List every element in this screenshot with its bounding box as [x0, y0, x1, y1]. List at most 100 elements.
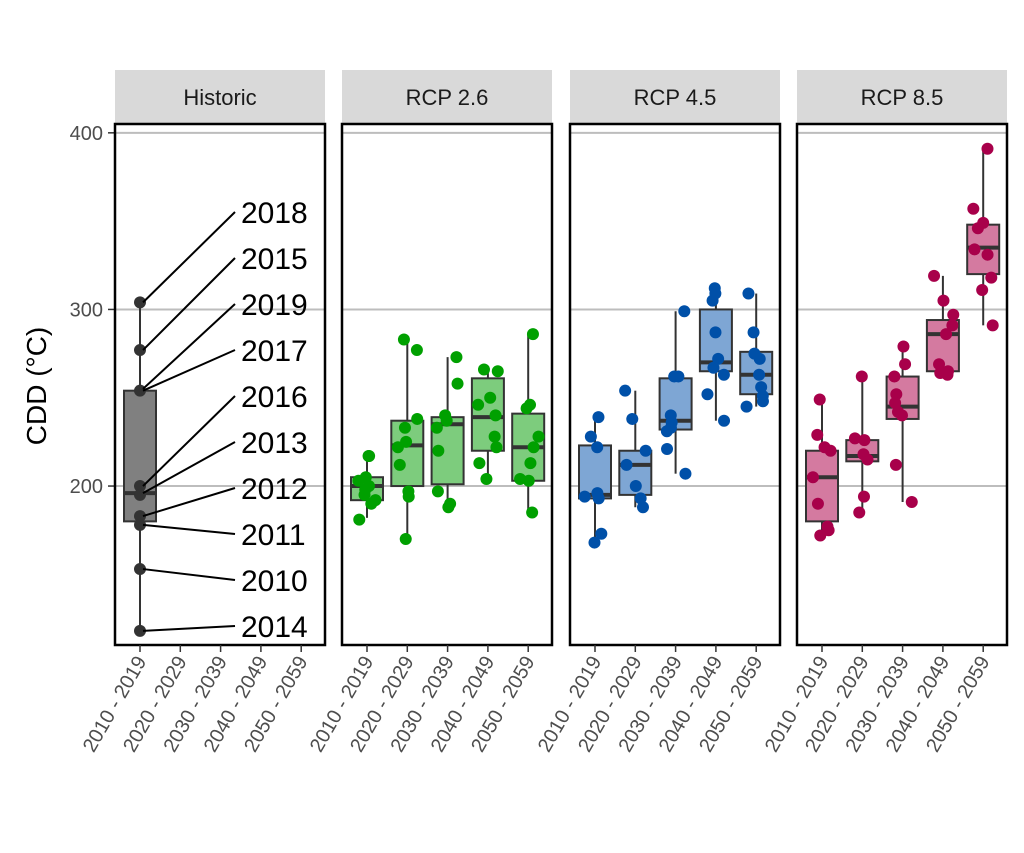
box-2010-2019: [123, 296, 157, 637]
data-point: [490, 441, 503, 454]
data-point: [976, 284, 989, 297]
data-point: [981, 142, 994, 155]
data-point: [353, 513, 366, 526]
data-point: [985, 271, 998, 284]
y-tick-label: 200: [70, 476, 103, 498]
data-point: [824, 444, 837, 457]
box-2030-2039: [885, 340, 920, 508]
data-point: [588, 536, 601, 549]
data-point: [712, 352, 725, 365]
data-point: [717, 368, 730, 381]
point-leader-line: [142, 395, 236, 487]
box-iqr: [805, 449, 839, 523]
data-point: [853, 506, 866, 519]
data-point: [661, 442, 674, 455]
facet-panels: 200 300 400 Historic 2018 2015 2019 2017 2016 201…: [70, 70, 1009, 756]
data-point: [706, 294, 719, 307]
data-point: [701, 388, 714, 401]
data-point: [526, 328, 539, 341]
box-2040-2049: [698, 282, 733, 427]
data-point: [397, 333, 410, 346]
box-2020-2029: [618, 384, 653, 514]
y-tick-label: 400: [70, 123, 103, 145]
data-point: [591, 441, 604, 454]
data-point: [595, 527, 608, 540]
point-leader-line: [142, 349, 236, 392]
point-year-label: 2019: [241, 289, 308, 322]
panel-strip: [797, 70, 1007, 123]
data-point: [946, 319, 959, 332]
y-axis-label: CDD (°C): [21, 327, 52, 446]
box-2030-2039: [430, 351, 465, 514]
panel-title: RCP 2.6: [406, 85, 489, 110]
data-point: [399, 533, 412, 546]
data-point: [718, 414, 731, 427]
data-point: [532, 430, 545, 443]
data-point: [626, 412, 639, 425]
box-2050-2059: [739, 287, 774, 413]
point-leader-line: [142, 211, 236, 304]
data-point: [940, 328, 953, 341]
data-point: [890, 388, 903, 401]
panel-historic: Historic 2018 2015 2019 2017 2016 2013 2012 2011…: [79, 70, 327, 756]
data-point: [440, 414, 453, 427]
point-leader-line: [142, 523, 236, 535]
data-point: [134, 518, 146, 531]
box-2010-2019: [578, 411, 612, 549]
data-point: [358, 488, 371, 501]
data-point: [432, 444, 445, 457]
box-2040-2049: [470, 363, 505, 485]
box-2020-2029: [390, 333, 425, 546]
data-point: [524, 457, 537, 470]
data-point: [811, 497, 824, 510]
box-2050-2059: [511, 328, 546, 519]
data-point: [620, 458, 633, 471]
data-point: [937, 294, 950, 307]
data-point: [933, 358, 946, 371]
data-point: [134, 480, 146, 493]
data-point: [431, 485, 444, 498]
data-point: [450, 351, 463, 364]
box-iqr: [123, 389, 157, 523]
panel-strip: [342, 70, 552, 123]
data-point: [488, 430, 501, 443]
box-2010-2019: [805, 393, 839, 542]
data-point: [134, 344, 146, 357]
data-point: [619, 384, 632, 397]
data-point: [134, 624, 146, 637]
data-point: [402, 490, 415, 503]
data-point: [134, 296, 146, 309]
data-point: [855, 370, 868, 383]
data-point: [747, 326, 760, 339]
data-point: [814, 529, 827, 542]
data-point: [391, 441, 404, 454]
data-point: [365, 497, 378, 510]
point-year-label: 2014: [241, 611, 308, 644]
data-point: [753, 368, 766, 381]
data-point: [905, 495, 918, 508]
point-year-label: 2015: [241, 243, 308, 276]
data-point: [134, 488, 146, 501]
data-point: [968, 243, 981, 256]
data-point: [629, 480, 642, 493]
data-point: [709, 326, 722, 339]
box-2050-2059: [966, 142, 1001, 332]
data-point: [489, 409, 502, 422]
data-point: [895, 409, 908, 422]
data-point: [451, 377, 464, 390]
data-point: [472, 398, 485, 411]
point-leader-line: [142, 568, 236, 581]
point-year-label: 2016: [241, 381, 308, 414]
data-point: [678, 305, 691, 318]
panel-title: RCP 8.5: [861, 85, 944, 110]
panel-strip: [570, 70, 780, 123]
data-point: [411, 412, 424, 425]
y-tick-label: 300: [70, 299, 103, 321]
box-2040-2049: [925, 269, 960, 381]
box-2030-2039: [658, 305, 693, 480]
data-point: [947, 308, 960, 321]
data-point: [484, 391, 497, 404]
box-2010-2019: [350, 450, 384, 526]
